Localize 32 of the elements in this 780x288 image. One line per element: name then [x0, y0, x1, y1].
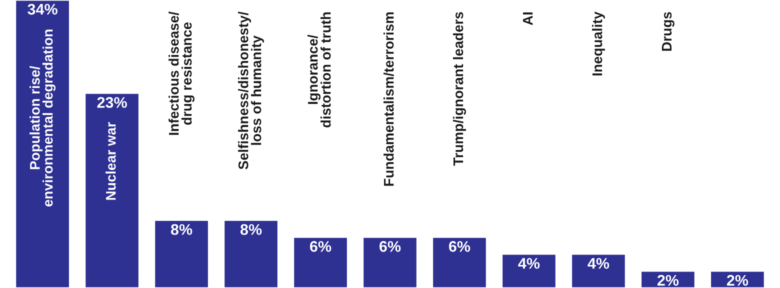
bar — [223, 220, 279, 288]
bar — [501, 253, 557, 288]
data-label: 6% — [380, 241, 401, 252]
bar — [292, 236, 348, 288]
data-label: 2% — [657, 274, 679, 286]
data-label: 8% — [170, 224, 192, 235]
bar — [710, 270, 766, 288]
bar — [154, 220, 210, 288]
x-tick-label: Drugs — [662, 12, 674, 51]
x-tick-label: Fundamentalism/terrorism — [384, 12, 394, 186]
bar — [432, 236, 488, 288]
data-label: 4% — [588, 258, 610, 269]
bar — [84, 92, 140, 288]
data-label: 2% — [726, 274, 748, 286]
x-tick-label: Population rise/ environmental degradation — [30, 30, 56, 207]
x-tick-label: Infectious disease/ drug resistance — [168, 12, 195, 135]
bar — [362, 236, 418, 288]
bar — [640, 270, 696, 288]
x-tick-label: Nuclear war — [106, 122, 116, 200]
data-label: 34% — [28, 4, 58, 15]
x-tick-label: Inequality — [592, 12, 605, 76]
bar — [570, 253, 626, 288]
data-label: 23% — [97, 97, 127, 108]
bar — [14, 0, 70, 288]
data-label: 4% — [518, 258, 540, 269]
x-tick-label: AI — [523, 12, 533, 26]
x-tick-label: Trump/ignorant leaders — [452, 12, 466, 166]
x-tick-label: Selfishness/dishonesty/ loss of humanity — [238, 12, 264, 170]
data-label: 6% — [449, 241, 470, 252]
x-tick-label: Ignorance/ distortion of truth — [308, 12, 331, 128]
data-label: 8% — [240, 224, 262, 235]
data-label: 6% — [310, 241, 332, 252]
